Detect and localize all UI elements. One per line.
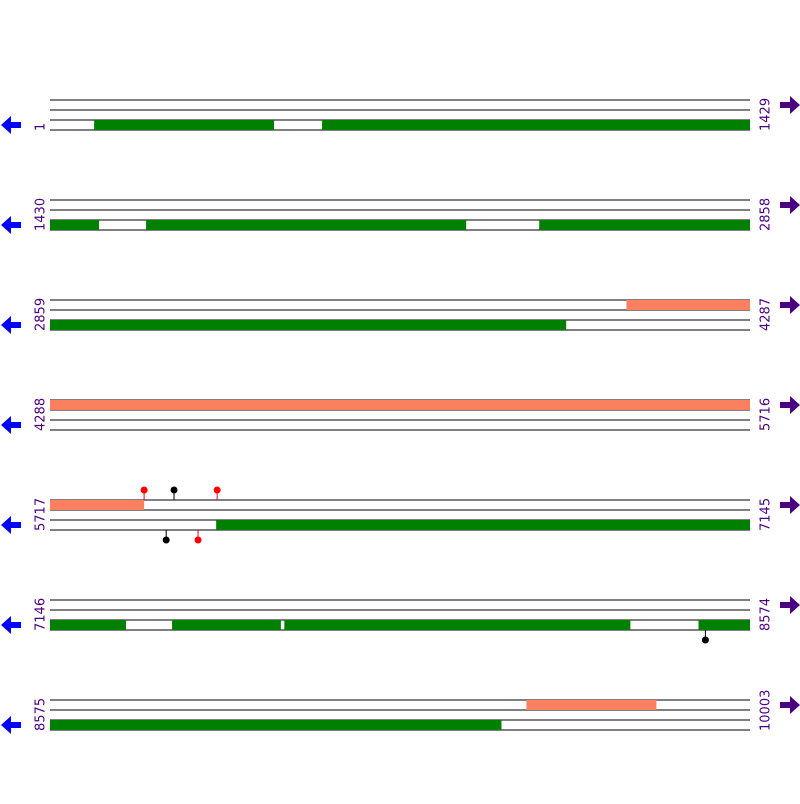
left-arrow xyxy=(1,416,21,434)
left-arrow xyxy=(1,216,21,234)
top-feature xyxy=(526,700,657,710)
bottom-feature xyxy=(94,120,275,130)
left-arrow xyxy=(1,116,21,134)
bottom-feature xyxy=(50,720,502,730)
row-start-label: 8575 xyxy=(34,698,49,731)
bottom-feature xyxy=(50,220,100,230)
row-end-label: 2858 xyxy=(759,198,774,231)
right-arrow xyxy=(780,296,800,314)
row-end-label: 8574 xyxy=(759,598,774,631)
right-arrow xyxy=(780,196,800,214)
row-end-label: 1429 xyxy=(759,98,774,131)
top-feature xyxy=(50,500,145,510)
row-end-label: 7145 xyxy=(759,498,774,531)
pin-head xyxy=(140,486,148,494)
row-start-label: 1430 xyxy=(34,198,49,231)
row-start-label: 4288 xyxy=(34,398,49,431)
bottom-feature xyxy=(50,320,567,330)
bottom-feature xyxy=(284,620,631,630)
right-arrow xyxy=(780,596,800,614)
bottom-feature xyxy=(322,120,750,130)
pin-head xyxy=(170,486,178,494)
pin-head xyxy=(162,536,170,544)
pin-head xyxy=(701,636,709,644)
row-end-label: 10003 xyxy=(759,690,774,731)
row-start-label: 2859 xyxy=(34,298,49,331)
right-arrow xyxy=(780,396,800,414)
bottom-feature xyxy=(698,620,750,630)
row-end-label: 4287 xyxy=(759,298,774,331)
pin-head xyxy=(194,536,202,544)
pin-head xyxy=(213,486,221,494)
left-arrow xyxy=(1,516,21,534)
row-end-label: 5716 xyxy=(759,398,774,431)
top-feature xyxy=(626,300,750,310)
right-arrow xyxy=(780,496,800,514)
left-arrow xyxy=(1,716,21,734)
row-start-label: 5717 xyxy=(34,498,49,531)
bottom-feature xyxy=(216,520,751,530)
left-arrow xyxy=(1,616,21,634)
row-start-label: 1 xyxy=(34,123,49,131)
right-arrow xyxy=(780,696,800,714)
bottom-feature xyxy=(146,220,467,230)
row-start-label: 7146 xyxy=(34,598,49,631)
top-feature xyxy=(50,400,750,410)
right-arrow xyxy=(780,96,800,114)
bottom-feature xyxy=(50,620,126,630)
left-arrow xyxy=(1,316,21,334)
bottom-feature xyxy=(172,620,281,630)
bottom-feature xyxy=(539,220,750,230)
